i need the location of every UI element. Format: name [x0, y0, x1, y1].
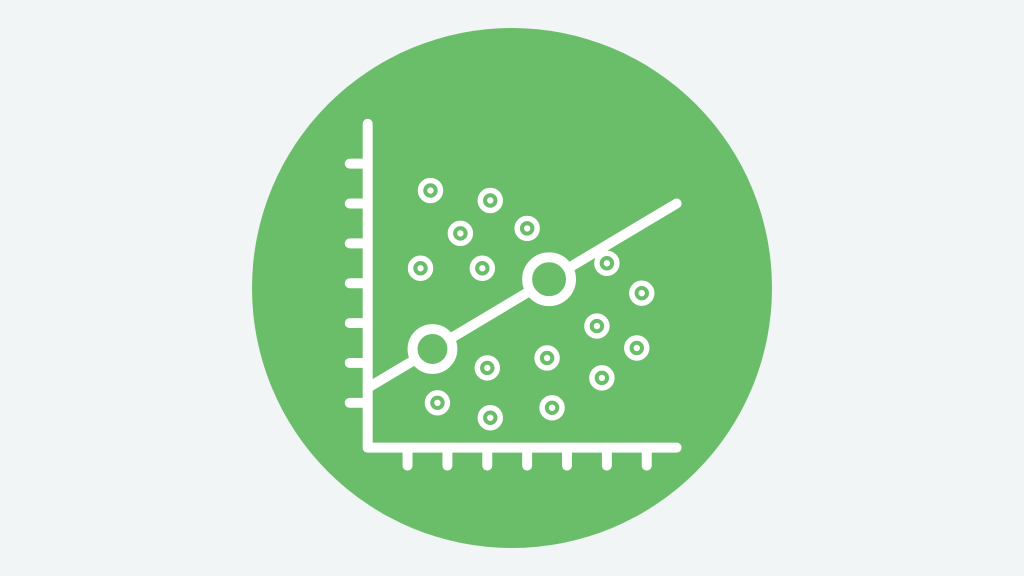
- scatter-point-center: [524, 225, 530, 231]
- scatter-point-center: [638, 290, 644, 296]
- scatter-point-center: [594, 323, 600, 329]
- scatter-point-center: [427, 187, 433, 193]
- icon-background-circle: [252, 28, 772, 548]
- scatter-point-center: [544, 355, 550, 361]
- scatter-point-center: [417, 265, 423, 271]
- scatter-point-center: [457, 230, 463, 236]
- scatter-point-center: [479, 265, 485, 271]
- scatter-point-center: [633, 345, 639, 351]
- scatter-point-center: [484, 365, 490, 371]
- canvas: [0, 0, 1024, 576]
- scatter-point-center: [599, 375, 605, 381]
- trend-anchor: [412, 329, 452, 369]
- scatter-point-center: [434, 399, 440, 405]
- trend-anchor: [527, 257, 571, 301]
- scatter-point-center: [603, 260, 609, 266]
- scatter-point-center: [487, 197, 493, 203]
- scatter-chart-icon: [273, 49, 751, 527]
- scatter-point-center: [487, 414, 493, 420]
- scatter-point-center: [549, 404, 555, 410]
